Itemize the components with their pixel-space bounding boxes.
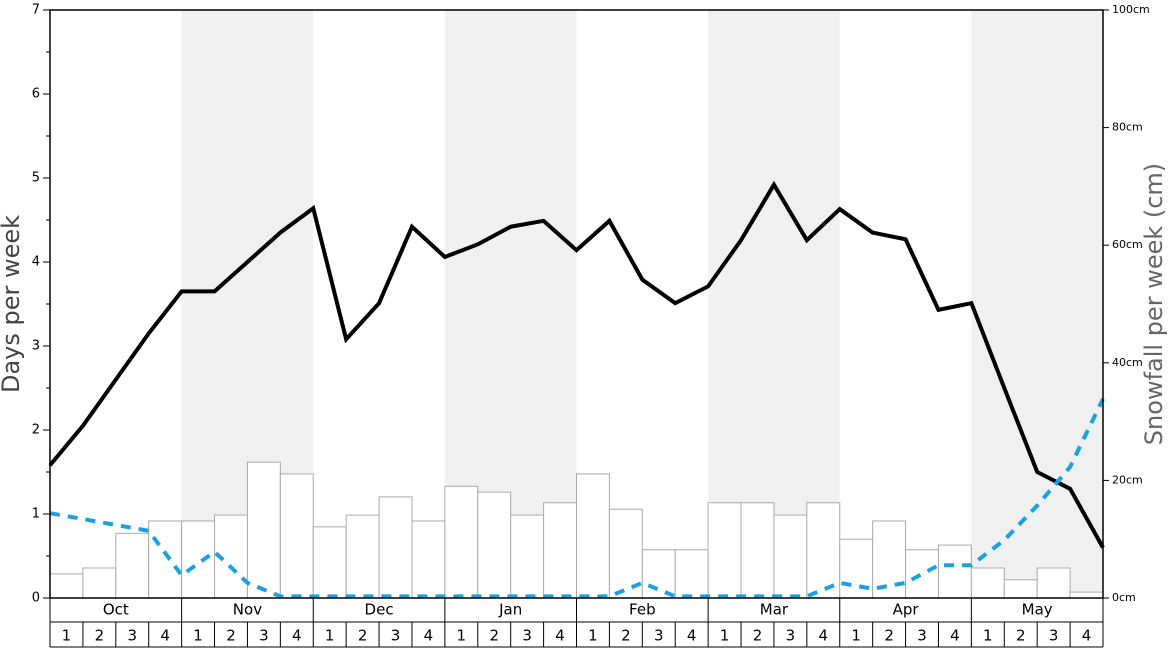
snowfall-bar: [707, 502, 742, 599]
week-label: 4: [1082, 627, 1092, 645]
y-tick-label: 4: [32, 255, 40, 270]
y2-tick-label: 20cm: [1112, 473, 1143, 486]
y-tick-label: 5: [32, 171, 40, 186]
snowfall-bar: [246, 461, 281, 599]
month-label: May: [1022, 601, 1053, 619]
snowfall-bar: [641, 549, 676, 599]
snowfall-bar: [543, 502, 577, 599]
week-label: 4: [687, 627, 697, 645]
week-label: 2: [95, 627, 105, 645]
snowfall-bar: [1069, 591, 1104, 599]
snowfall-bar: [576, 473, 610, 599]
week-label: 3: [391, 627, 401, 645]
month-label: Nov: [233, 601, 262, 619]
snowfall-bar: [444, 485, 479, 599]
snowfall-bar: [674, 549, 709, 599]
y2-tick-label: 40cm: [1112, 356, 1143, 369]
week-label: 4: [424, 627, 434, 645]
week-label: 1: [588, 627, 598, 645]
week-label: 4: [555, 627, 565, 645]
snowfall-bar: [181, 520, 216, 599]
snowfall-bar: [1003, 579, 1038, 599]
snowfall-bar: [773, 514, 808, 599]
snowfall-bar: [279, 473, 314, 599]
y2-tick-label: 60cm: [1112, 238, 1143, 251]
snowfall-bar: [905, 549, 939, 599]
week-label: 1: [193, 627, 203, 645]
y2-axis-label: Snowfall per week (cm): [1140, 163, 1168, 445]
snowfall-bar: [312, 526, 347, 599]
month-shade: [708, 10, 840, 598]
y2-tick-label: 100cm: [1112, 3, 1150, 16]
y-tick-label: 2: [32, 423, 40, 438]
y2-tick-label: 80cm: [1112, 121, 1143, 134]
y-axis-label: Days per week: [0, 215, 25, 393]
y-tick-label: 6: [32, 87, 40, 102]
y-tick-label: 1: [32, 507, 40, 522]
snowfall-bar: [49, 573, 84, 599]
snowfall-bar: [411, 520, 446, 599]
snowfall-bar: [937, 544, 972, 599]
week-label: 2: [489, 627, 499, 645]
snowfall-bar: [970, 567, 1005, 599]
week-label: 3: [259, 627, 269, 645]
month-shade: [971, 10, 1103, 598]
month-label: Dec: [365, 601, 394, 619]
snowfall-bar: [378, 496, 413, 599]
week-label: 2: [753, 627, 763, 645]
week-label: 2: [358, 627, 368, 645]
snowfall-bar: [510, 514, 545, 599]
week-label: 3: [522, 627, 532, 645]
y-tick-label: 7: [32, 3, 40, 18]
y-tick-label: 0: [32, 591, 40, 606]
days-line: [48, 180, 1105, 549]
week-label: 1: [720, 627, 730, 645]
y2-tick-label: 0cm: [1112, 591, 1136, 604]
week-label: 3: [786, 627, 796, 645]
month-label: Jan: [498, 601, 522, 619]
week-label: 3: [127, 627, 137, 645]
week-label: 2: [1016, 627, 1026, 645]
month-label: Feb: [629, 601, 656, 619]
week-label: 3: [1049, 627, 1059, 645]
month-label: Mar: [760, 601, 789, 619]
snowfall-bar: [806, 502, 841, 599]
week-label: 4: [950, 627, 960, 645]
week-label: 4: [819, 627, 829, 645]
week-label: 2: [884, 627, 894, 645]
week-label: 2: [226, 627, 236, 645]
week-label: 1: [62, 627, 72, 645]
week-label: 4: [160, 627, 170, 645]
snowfall-bar: [477, 491, 512, 599]
week-label: 1: [325, 627, 335, 645]
snowfall-bar: [345, 514, 380, 599]
week-label: 1: [983, 627, 993, 645]
snowfall-bar: [82, 567, 117, 599]
snowfall-bar: [115, 532, 150, 599]
week-label: 4: [292, 627, 302, 645]
snowfall-bar: [1036, 567, 1071, 599]
week-label: 1: [457, 627, 467, 645]
week-label: 2: [621, 627, 631, 645]
week-label: 1: [851, 627, 861, 645]
y-tick-label: 3: [32, 339, 40, 354]
month-label: Oct: [103, 601, 129, 619]
snowfall-bar: [148, 520, 183, 599]
month-label: Apr: [893, 601, 920, 619]
snowfall-bar: [740, 502, 775, 599]
week-label: 3: [654, 627, 664, 645]
week-label: 3: [917, 627, 927, 645]
